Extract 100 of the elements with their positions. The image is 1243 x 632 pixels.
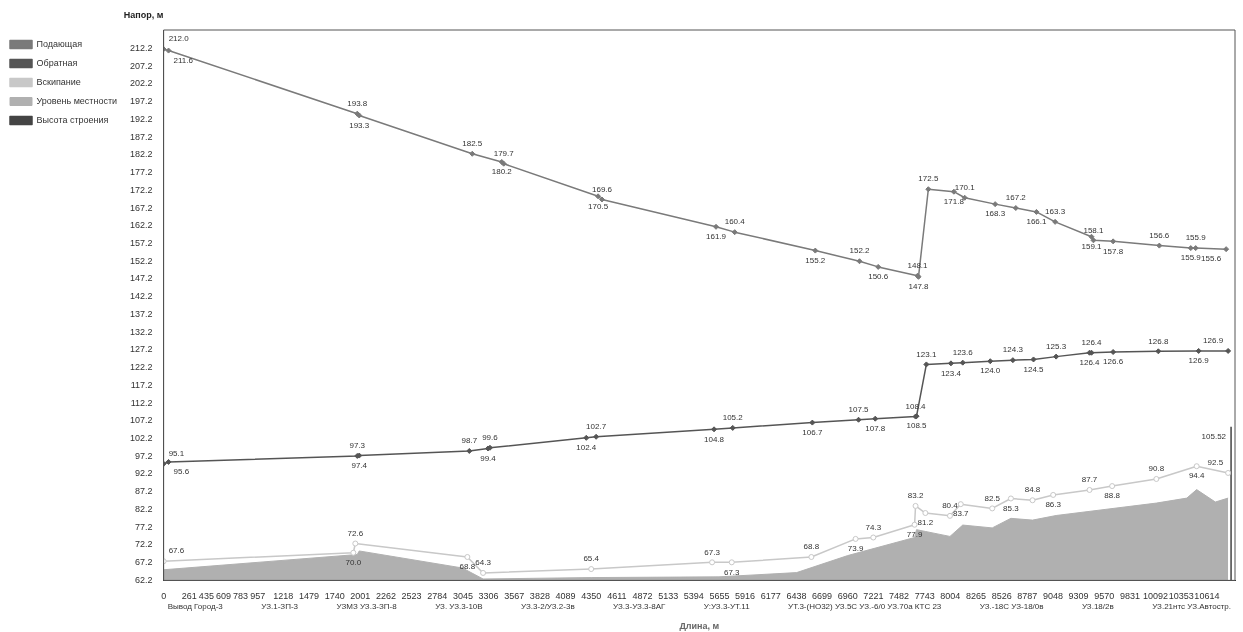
y-tick-label: 112.2 bbox=[130, 397, 153, 408]
x-tick-label: 5916 bbox=[735, 591, 756, 602]
y-tick-label: 167.2 bbox=[130, 202, 153, 213]
x-tick-label: 3306 bbox=[478, 591, 499, 602]
data-label: 126.8 bbox=[1148, 336, 1169, 346]
data-label: 84.8 bbox=[1024, 485, 1041, 495]
y-tick-label: 87.2 bbox=[135, 486, 153, 497]
y-tick-label: 207.2 bbox=[130, 60, 153, 71]
data-label: 88.8 bbox=[1104, 491, 1121, 501]
data-label: 147.8 bbox=[908, 282, 930, 292]
text: УТ.3-(НО32) УЗ.5С УЗ.-6/0 УЗ.70а КТС 23 bbox=[788, 601, 942, 611]
data-label: 82.5 bbox=[984, 493, 1001, 503]
data-label: 155.9 bbox=[1180, 253, 1202, 263]
data-label: 98.7 bbox=[461, 436, 478, 446]
data-label: 67.3 bbox=[704, 547, 721, 557]
data-label: 179.7 bbox=[493, 148, 515, 158]
data-label: 126.6 bbox=[1103, 357, 1124, 367]
data-label: 148.1 bbox=[907, 260, 929, 270]
data-label: 85.3 bbox=[1003, 503, 1020, 513]
data-label: 158.1 bbox=[1083, 225, 1105, 235]
data-label: 211.6 bbox=[173, 55, 194, 65]
x-tick-label: 609 bbox=[215, 591, 232, 602]
data-label: 73.9 bbox=[847, 544, 864, 554]
y-tick-label: 152.2 bbox=[130, 255, 153, 266]
data-label: 123.1 bbox=[916, 349, 937, 359]
y-tick-label: 212.2 bbox=[130, 42, 153, 53]
y-tick-label: 107.2 bbox=[130, 415, 153, 426]
data-label: 126.9 bbox=[1203, 336, 1224, 346]
data-label: 108.5 bbox=[906, 421, 928, 431]
x-tick-label: 10092 bbox=[1143, 591, 1169, 602]
x-tick-label: 2262 bbox=[375, 591, 396, 602]
data-label: 170.1 bbox=[954, 182, 976, 192]
data-label: 150.6 bbox=[868, 272, 889, 282]
y-axis-title: Напор, м bbox=[123, 10, 164, 21]
y-tick-label: 202.2 bbox=[130, 78, 153, 89]
y-tick-label: 102.2 bbox=[130, 433, 153, 444]
data-label: 83.7 bbox=[952, 509, 970, 519]
data-label: 105.52 bbox=[1201, 431, 1227, 441]
data-label: 169.6 bbox=[591, 184, 613, 194]
data-label: 87.7 bbox=[1081, 475, 1098, 485]
x-tick-label: 8787 bbox=[1017, 591, 1038, 602]
text: УЗ. УЗ.3-10В bbox=[435, 601, 483, 611]
x-tick-label: 9309 bbox=[1068, 591, 1089, 602]
x-tick-label: 435 bbox=[198, 591, 214, 602]
data-label: 212.0 bbox=[168, 34, 190, 44]
y-tick-label: 142.2 bbox=[130, 291, 153, 302]
legend-label: Уровень местности bbox=[36, 95, 118, 106]
data-label: 99.6 bbox=[482, 432, 499, 442]
data-label: 107.8 bbox=[865, 423, 886, 433]
x-tick-label: 7221 bbox=[863, 591, 884, 602]
x-tick-label: 9048 bbox=[1042, 591, 1063, 602]
data-label: 124.5 bbox=[1023, 364, 1045, 374]
data-label: 99.4 bbox=[480, 453, 497, 463]
data-label: 180.2 bbox=[491, 167, 513, 177]
x-tick-label: 4872 bbox=[632, 591, 653, 602]
data-label: 123.4 bbox=[940, 368, 962, 378]
x-tick-label: 7743 bbox=[914, 591, 935, 602]
data-label: 74.3 bbox=[865, 522, 882, 532]
data-label: 67.6 bbox=[168, 546, 185, 556]
data-label: 170.5 bbox=[588, 201, 609, 211]
data-label: 171.8 bbox=[943, 196, 965, 206]
x-tick-label: 6177 bbox=[760, 591, 781, 602]
data-label: 104.8 bbox=[704, 434, 725, 444]
x-tick-label: 5655 bbox=[709, 591, 730, 602]
legend-label: Подающая bbox=[36, 38, 83, 49]
text: УЗ.3-УЗ.3-8АГ bbox=[613, 601, 667, 611]
y-tick-label: 177.2 bbox=[130, 167, 153, 178]
data-label: 68.8 bbox=[459, 562, 476, 572]
data-label: 95.6 bbox=[173, 467, 190, 477]
data-label: 102.7 bbox=[586, 421, 607, 431]
x-tick-label: 2523 bbox=[401, 591, 422, 602]
x-tick-label: 4611 bbox=[607, 591, 627, 602]
data-label: 157.8 bbox=[1103, 246, 1124, 256]
data-label: 125.3 bbox=[1046, 341, 1067, 351]
data-label: 105.2 bbox=[722, 413, 744, 423]
x-tick-label: 3045 bbox=[452, 591, 473, 602]
data-label: 172.5 bbox=[918, 174, 939, 184]
y-tick-label: 172.2 bbox=[130, 184, 153, 195]
data-label: 65.4 bbox=[583, 554, 600, 564]
data-label: 106.7 bbox=[802, 427, 823, 437]
text: УЗ.3-2/УЗ.2-3в bbox=[521, 601, 575, 611]
data-label: 81.2 bbox=[917, 518, 934, 528]
data-label: 97.4 bbox=[351, 460, 368, 470]
y-tick-label: 137.2 bbox=[130, 308, 153, 319]
y-tick-label: 127.2 bbox=[130, 344, 153, 355]
data-label: 124.3 bbox=[1002, 345, 1024, 355]
data-label: 193.3 bbox=[349, 120, 370, 130]
y-tick-label: 157.2 bbox=[130, 237, 153, 248]
data-label: 68.8 bbox=[803, 542, 820, 552]
x-axis-title: Длина, м bbox=[679, 621, 720, 632]
data-label: 124.0 bbox=[980, 366, 1001, 376]
data-label: 155.6 bbox=[1201, 254, 1222, 264]
x-tick-label: 6960 bbox=[837, 591, 858, 602]
y-tick-label: 92.2 bbox=[135, 468, 153, 479]
y-tick-label: 67.2 bbox=[135, 557, 153, 568]
x-tick-label: 1740 bbox=[324, 591, 345, 602]
data-label: 182.5 bbox=[462, 138, 483, 148]
x-tick-label: 9570 bbox=[1094, 591, 1115, 602]
data-label: 95.1 bbox=[168, 448, 185, 458]
y-tick-label: 182.2 bbox=[130, 149, 153, 160]
